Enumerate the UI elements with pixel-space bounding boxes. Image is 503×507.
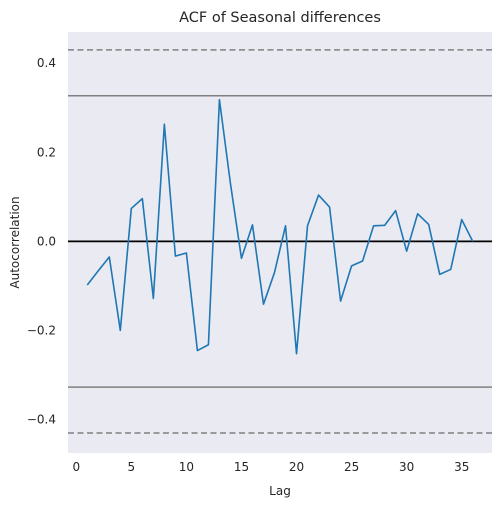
chart-title: ACF of Seasonal differences (179, 10, 381, 26)
y-tick-label: 0.4 (37, 56, 56, 70)
plot-background (68, 32, 492, 453)
x-tick-label: 20 (289, 460, 304, 474)
x-tick-label: 0 (72, 460, 80, 474)
x-tick-label: 30 (399, 460, 414, 474)
x-axis: 0 5 10 15 20 25 30 35 (72, 460, 469, 474)
x-tick-label: 25 (344, 460, 359, 474)
acf-series-line-0 (86, 98, 474, 355)
series-layer (86, 98, 474, 355)
x-tick-label: 15 (234, 460, 249, 474)
x-axis-title: Lag (269, 484, 291, 498)
y-tick-label: 0.0 (37, 234, 56, 248)
y-axis: 0.4 0.2 0.0 −0.2 −0.4 (27, 56, 56, 426)
y-axis-title: Autocorrelation (8, 196, 22, 288)
reference-lines (68, 49, 492, 434)
y-tick-label: −0.4 (27, 413, 56, 427)
x-tick-label: 10 (179, 460, 194, 474)
y-tick-label: −0.2 (27, 323, 56, 337)
x-tick-label: 5 (128, 460, 136, 474)
y-tick-label: 0.2 (37, 145, 56, 159)
x-tick-label: 35 (454, 460, 469, 474)
